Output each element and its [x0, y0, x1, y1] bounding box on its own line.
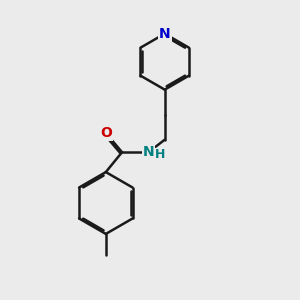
Text: N: N [159, 27, 170, 41]
Text: N: N [143, 145, 154, 159]
Text: H: H [154, 148, 165, 161]
Text: O: O [100, 126, 112, 140]
